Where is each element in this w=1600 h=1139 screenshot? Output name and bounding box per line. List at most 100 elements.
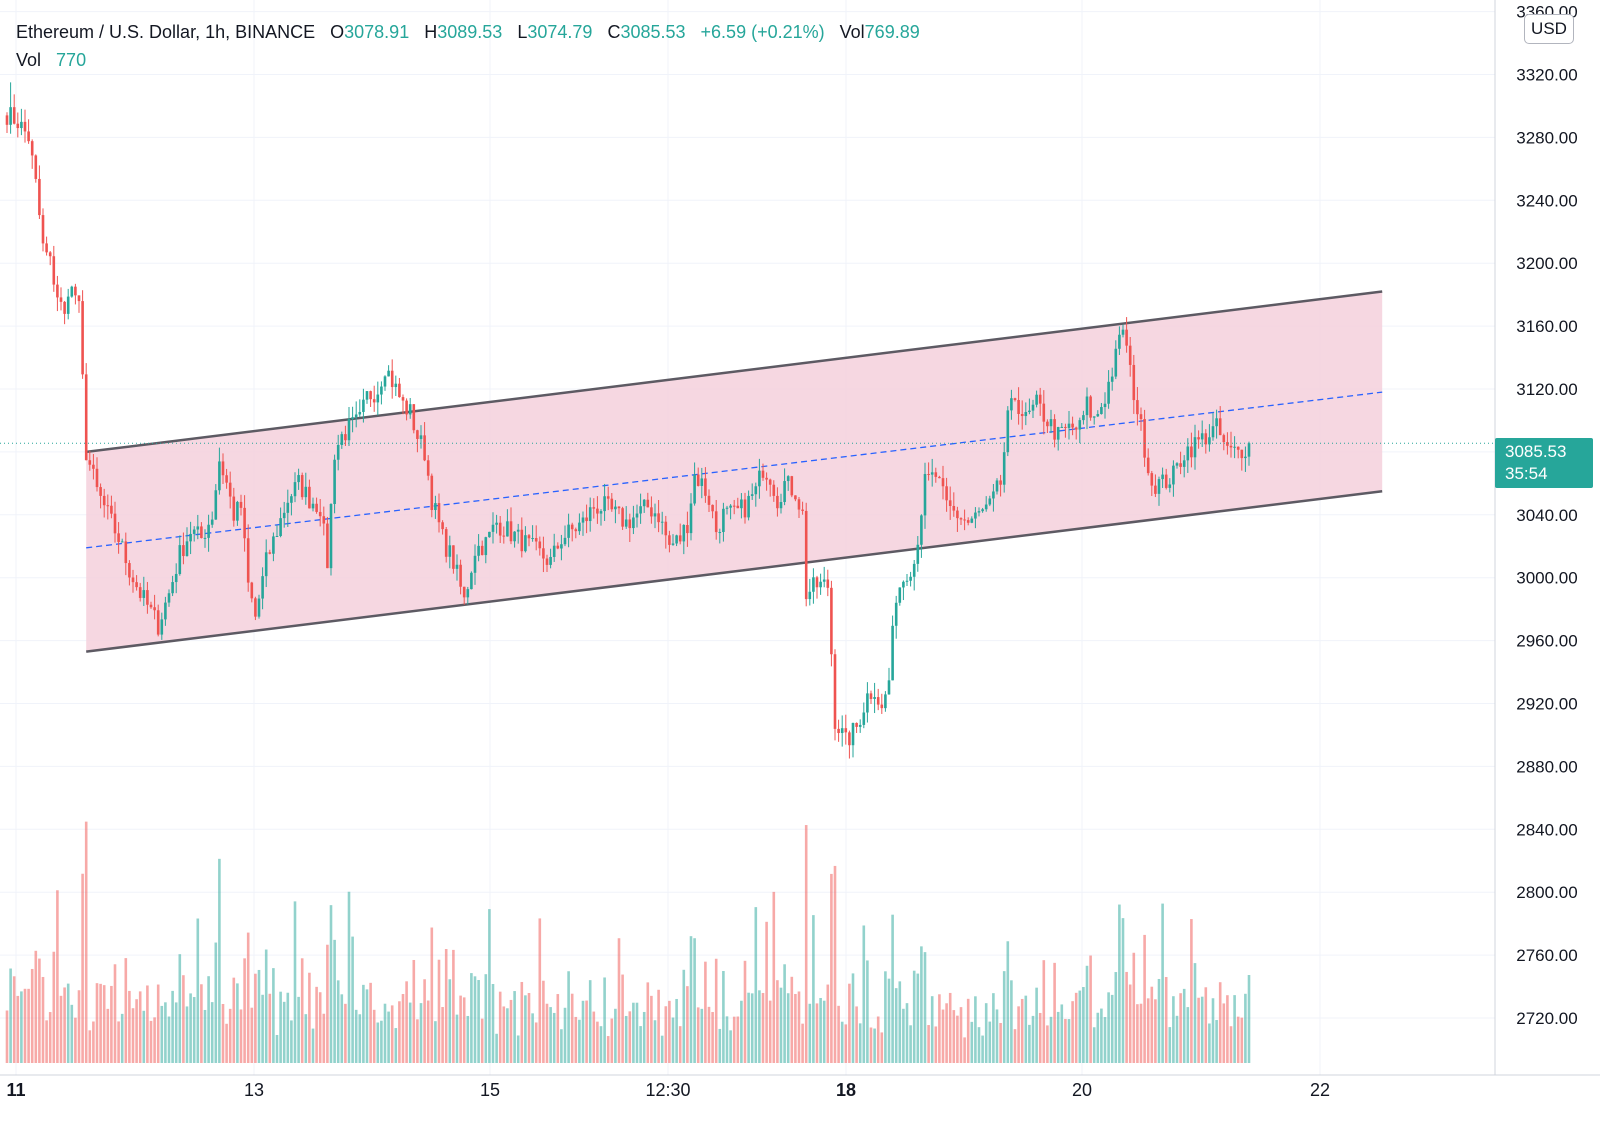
volume-bar [455, 1014, 459, 1063]
price-tick-label: 3120.00 [1516, 380, 1577, 399]
candle-body [866, 693, 869, 713]
volume-bar [578, 1019, 581, 1063]
volume-bar [484, 974, 488, 1063]
price-tick-label: 3160.00 [1516, 317, 1577, 336]
candle-body [959, 518, 963, 520]
candle-body [1049, 419, 1053, 427]
candle-body [506, 521, 509, 537]
candle-body [102, 495, 106, 506]
price-axis[interactable]: 2720.00 2760.00 2800.00 2840.00 2880.00 2920.… [1494, 0, 1578, 1075]
candle-body [106, 505, 110, 507]
volume-bar [1060, 1004, 1064, 1063]
volume-bar [160, 1005, 164, 1063]
candle-body [380, 386, 383, 395]
candle-body [1211, 426, 1215, 438]
volume-bar [902, 1008, 905, 1063]
volume-bar [52, 951, 56, 1063]
candle-body [308, 486, 311, 509]
candle-body [995, 480, 999, 492]
volume-bar [1229, 1026, 1233, 1063]
candle-body [189, 533, 192, 542]
candle-body [383, 376, 387, 387]
volume-bar [858, 1023, 862, 1063]
candle-body [992, 491, 995, 499]
price-tick-label: 2800.00 [1516, 883, 1577, 902]
candle-body [790, 476, 794, 496]
legend-volume-label: Vol [16, 50, 42, 70]
volume-bar [560, 1029, 563, 1063]
candle-body [750, 494, 754, 496]
volume-bar [426, 1000, 430, 1063]
candle-body [1229, 445, 1233, 448]
legend-symbol: Ethereum / U.S. Dollar, 1h, BINANCE [16, 22, 316, 42]
volume-bar [689, 936, 693, 1063]
candle-body [988, 498, 992, 505]
volume-bar [912, 970, 916, 1063]
candle-body [142, 590, 146, 598]
candle-body [923, 474, 927, 516]
candle-body [12, 107, 16, 124]
volume-bar [542, 980, 545, 1063]
volume-bar [380, 1020, 383, 1063]
candle-body [196, 526, 200, 530]
volume-bar [434, 1021, 437, 1063]
volume-bar [38, 958, 41, 1063]
candle-body [423, 435, 426, 461]
candle-body [192, 529, 196, 534]
volume-bar [758, 990, 761, 1063]
volume-bar [81, 873, 84, 1063]
candle-body [311, 503, 315, 509]
volume-bar [617, 938, 621, 1063]
volume-bar [272, 968, 275, 1063]
volume-bar [786, 993, 790, 1063]
volume-bar [970, 1021, 974, 1063]
candle-body [466, 589, 470, 598]
price-tick-label: 3040.00 [1516, 506, 1577, 525]
volume-bar [714, 958, 718, 1063]
candle-body [549, 556, 552, 565]
volume-bar [495, 1033, 498, 1063]
candle-body [279, 518, 282, 537]
candle-body [30, 141, 34, 156]
time-axis[interactable]: 11 13 15 12:30 18 20 22 [0, 1074, 1600, 1100]
candle-body [1150, 473, 1154, 486]
candle-body [81, 301, 84, 375]
candle-body [642, 499, 646, 507]
volume-bar [624, 1015, 628, 1063]
candle-body [801, 509, 804, 511]
volume-bar [707, 1006, 711, 1063]
volume-bar [218, 858, 221, 1063]
candle-body [1071, 423, 1074, 428]
candle-body [84, 374, 88, 461]
candle-body [848, 732, 851, 746]
legend-high-label: H [424, 22, 438, 42]
volume-bar [5, 1010, 9, 1063]
candle-body [34, 155, 38, 179]
candle-body [1236, 446, 1240, 450]
volume-bar [1121, 918, 1125, 1063]
candle-body [272, 536, 275, 554]
candle-body [700, 478, 704, 486]
candle-body [570, 524, 574, 530]
volume-bar [581, 1000, 585, 1063]
candle-body [678, 535, 682, 542]
candle-body [250, 582, 254, 599]
candle-body [693, 474, 696, 504]
volume-bar [488, 909, 491, 1063]
volume-bar [1056, 1011, 1060, 1063]
candle-body [761, 470, 765, 478]
legend-change-value: +6.59 (+0.21%) [700, 22, 825, 42]
currency-button[interactable]: USD [1524, 14, 1574, 44]
volume-bar [1197, 997, 1200, 1063]
candle-body [48, 252, 52, 257]
volume-bar [1164, 977, 1168, 1063]
candle-body [830, 587, 833, 655]
volume-bar [491, 984, 495, 1063]
candle-body [963, 519, 966, 521]
candle-body [758, 470, 761, 487]
volume-bar [815, 1003, 819, 1063]
candle-body [372, 399, 376, 403]
parallel-channel[interactable] [86, 290, 1383, 653]
volume-bar [1146, 998, 1150, 1063]
